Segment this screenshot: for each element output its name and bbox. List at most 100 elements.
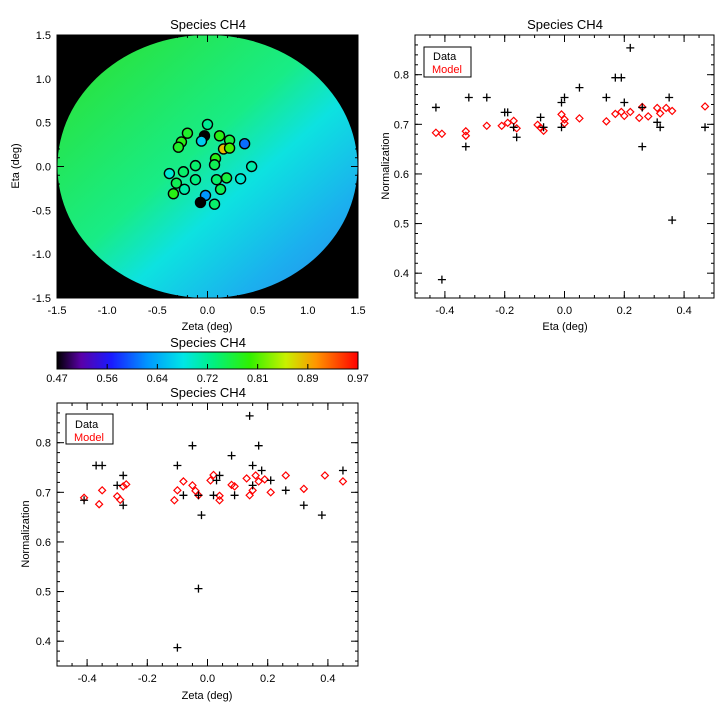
zeta-frame: [56, 402, 359, 667]
eta-model-point: [661, 103, 671, 113]
zeta-model-point: [251, 471, 261, 480]
map-panel: Species CH4 -1.5 -1.0 -0.5 0.0 0.5 1.0 1.5 -1.…: [10, 17, 366, 333]
map-point: [163, 167, 176, 180]
zeta-x-ticks: -0.4 -0.2 0.0 0.2 0.4: [56, 403, 359, 685]
zeta-data-point: [266, 476, 275, 485]
zeta-model-point: [260, 475, 270, 484]
eta-panel: Species CH4 -0.4 -0.2 0.0 0.2 0.4 0.40.50.60…: [380, 17, 715, 333]
zeta-data-point: [173, 643, 182, 652]
map-point: [220, 172, 233, 184]
zeta-data-point: [299, 501, 308, 510]
map-y-tick-label: -0.5: [32, 205, 51, 217]
colorbar-tick-label: 0.47: [46, 373, 67, 385]
zeta-legend-box: [65, 413, 114, 445]
eta-model-point: [557, 110, 566, 119]
zeta-data-point: [197, 511, 206, 520]
zeta-y-tick-label: 0.7: [36, 487, 51, 499]
zeta-y-tick-label: 0.6: [36, 537, 51, 549]
map-point: [172, 141, 185, 153]
map-y-tick-label: 1.5: [36, 30, 51, 42]
colorbar-tick-label: 0.97: [347, 373, 368, 385]
colorbar-tick-label: 0.64: [147, 373, 168, 385]
zeta-data-point: [227, 451, 236, 460]
zeta-model-point: [188, 481, 197, 490]
zeta-panel: Species CH4 -0.4 -0.2 0.0 0.2 0.4 0.40.50.60…: [20, 385, 359, 702]
eta-legend-model: Model: [432, 64, 462, 76]
zeta-legend-model: Model: [74, 432, 104, 444]
eta-data-point: [575, 83, 584, 92]
zeta-data-point: [194, 491, 203, 500]
eta-data-point: [620, 98, 629, 107]
zeta-data-point: [230, 491, 239, 500]
zeta-model-point: [170, 495, 179, 505]
zeta-data-point: [248, 481, 257, 490]
map-x-tick-label: 0.0: [200, 305, 215, 317]
eta-legend: Data Model: [423, 46, 472, 78]
eta-data-point: [668, 216, 677, 225]
eta-data-point: [626, 43, 635, 52]
map-point: [189, 173, 202, 186]
map-point: [234, 173, 247, 185]
eta-model-point: [560, 115, 569, 124]
map-point: [210, 173, 223, 186]
zeta-model-point: [173, 485, 182, 495]
zeta-model-point: [254, 477, 264, 486]
zeta-model-point: [206, 476, 215, 485]
zeta-legend-data: Data: [75, 419, 99, 431]
map-point: [195, 135, 208, 147]
zeta-x-tick-label: 0.4: [320, 673, 335, 685]
eta-x-tick-label: 0.2: [617, 305, 632, 317]
zeta-model-point: [209, 470, 218, 480]
eta-data-point: [437, 275, 446, 284]
eta-model-point: [431, 128, 441, 138]
map-x-tick-label: 1.0: [300, 305, 315, 317]
colorbar-title: Species CH4: [170, 335, 246, 350]
eta-model-point: [602, 116, 611, 126]
eta-data-point: [431, 103, 440, 112]
zeta-title: Species CH4: [170, 385, 246, 400]
eta-model-point: [575, 114, 584, 123]
eta-y-ticks: 0.4 0.5 0.6 0.7 0.8: [394, 34, 714, 294]
map-point: [189, 159, 202, 172]
eta-model-point: [643, 112, 653, 121]
map-x-label: Zeta (deg): [182, 321, 233, 333]
map-y-label: Eta (deg): [10, 143, 22, 188]
map-y-tick-label: 0.0: [36, 162, 51, 174]
eta-data-point: [638, 142, 647, 151]
zeta-y-label: Normalization: [20, 500, 32, 567]
eta-data-point: [509, 123, 518, 132]
eta-y-tick-label: 0.8: [394, 70, 409, 82]
map-title: Species CH4: [170, 17, 246, 32]
zeta-data-point: [80, 496, 89, 505]
zeta-y-tick-label: 0.4: [36, 636, 51, 648]
eta-x-tick-label: -0.4: [435, 305, 454, 317]
zeta-model-point: [97, 485, 107, 495]
map-x-tick-label: -0.5: [148, 305, 167, 317]
zeta-model-point: [320, 471, 330, 480]
map-point: [170, 177, 183, 189]
zeta-model-point: [215, 491, 224, 501]
zeta-model-point: [242, 474, 251, 483]
eta-y-tick-label: 0.5: [394, 219, 409, 231]
map-point: [214, 183, 227, 195]
eta-data-point: [512, 133, 521, 142]
zeta-model-point: [281, 471, 291, 480]
eta-data-point: [560, 93, 569, 102]
colorbar-tick-label: 0.81: [247, 373, 268, 385]
map-y-tick-label: -1.5: [32, 293, 51, 305]
eta-model-point: [667, 106, 677, 116]
zeta-data-point: [113, 481, 122, 490]
map-point: [238, 138, 251, 150]
eta-y-label: Normalization: [380, 132, 392, 199]
eta-model-point: [461, 126, 471, 136]
map-point: [178, 183, 191, 195]
zeta-model-point: [215, 495, 224, 505]
eta-data-point: [638, 103, 647, 112]
zeta-model-point: [179, 477, 188, 486]
zeta-y-tick-label: 0.8: [36, 438, 51, 450]
zeta-data-point: [215, 471, 224, 480]
zeta-model-point: [248, 485, 257, 495]
zeta-model-point: [266, 487, 276, 497]
map-point: [201, 118, 214, 131]
eta-data-point: [602, 93, 611, 102]
